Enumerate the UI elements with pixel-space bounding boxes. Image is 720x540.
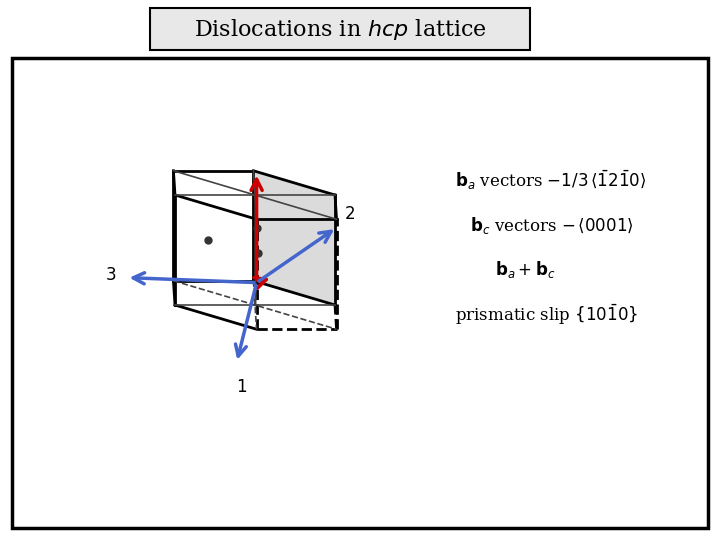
FancyBboxPatch shape <box>150 8 530 50</box>
Polygon shape <box>253 171 335 305</box>
Text: 1: 1 <box>236 377 247 396</box>
FancyBboxPatch shape <box>12 58 708 528</box>
Text: $\mathbf{b}_c$ vectors $-\,\langle0001\rangle$: $\mathbf{b}_c$ vectors $-\,\langle0001\r… <box>470 214 634 235</box>
Text: Dislocations in $\mathit{hcp}$ lattice: Dislocations in $\mathit{hcp}$ lattice <box>194 17 487 42</box>
Text: 2: 2 <box>345 205 355 222</box>
Text: prismatic slip $\{10\bar{1}0\}$: prismatic slip $\{10\bar{1}0\}$ <box>455 303 638 327</box>
Text: 3: 3 <box>106 266 117 284</box>
Text: $\mathbf{b}_a$ vectors $-1/3\,\langle\bar{1}2\bar{1}0\rangle$: $\mathbf{b}_a$ vectors $-1/3\,\langle\ba… <box>455 168 646 192</box>
Text: $\mathbf{b}_a + \mathbf{b}_c$: $\mathbf{b}_a + \mathbf{b}_c$ <box>495 260 555 280</box>
